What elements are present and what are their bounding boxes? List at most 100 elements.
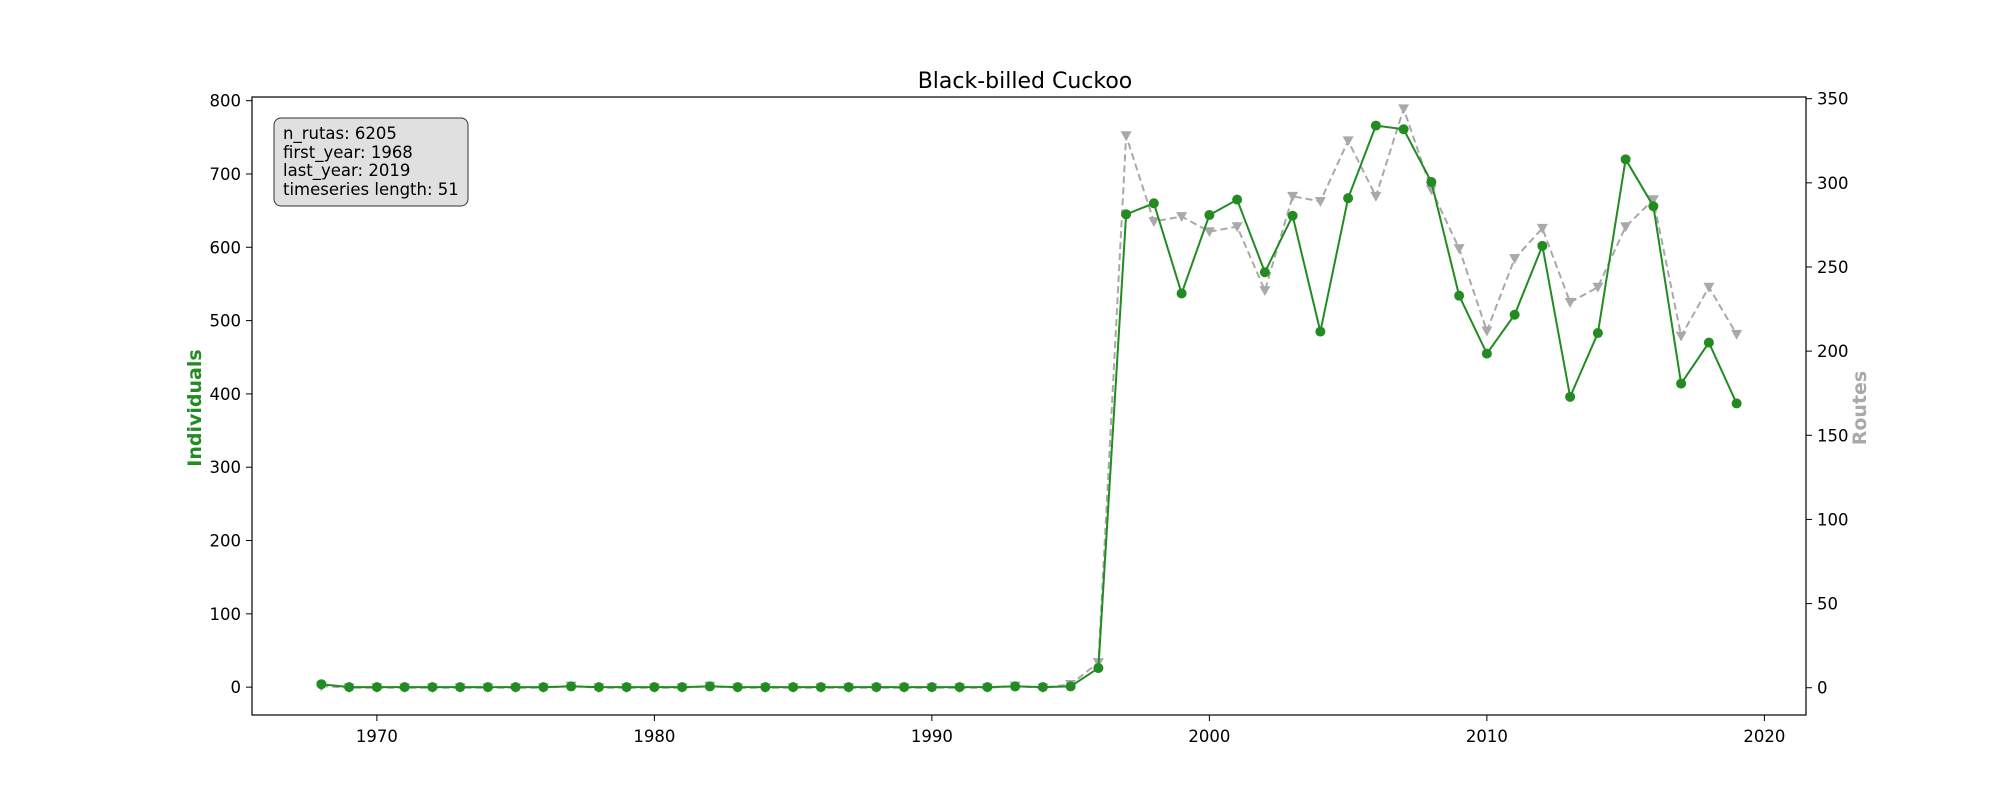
routes-marker	[1675, 331, 1687, 342]
x-tick-label: 2000	[1188, 727, 1230, 746]
y-axis-label-left: Individuals	[184, 349, 206, 466]
y-tick-label-right: 150	[1817, 426, 1849, 445]
routes-marker	[1176, 212, 1188, 222]
individuals-marker	[1093, 663, 1104, 674]
y-tick-label-right: 300	[1817, 174, 1849, 193]
individuals-marker	[1204, 210, 1215, 221]
individuals-marker	[1037, 682, 1048, 693]
individuals-marker	[399, 682, 410, 693]
plot-area	[251, 96, 1807, 716]
y-tick-label-right: 100	[1817, 510, 1849, 529]
individuals-marker	[1481, 348, 1492, 359]
y-tick-label-right: 250	[1817, 258, 1849, 277]
info-box: n_rutas: 6205 first_year: 1968 last_year…	[273, 117, 469, 207]
y-tick-label-left: 800	[210, 92, 242, 111]
individuals-marker	[1287, 210, 1298, 221]
routes-marker	[1647, 195, 1659, 206]
individuals-marker	[593, 682, 604, 693]
individuals-marker	[1370, 120, 1381, 131]
individuals-marker	[538, 682, 549, 693]
routes-series	[315, 104, 1743, 694]
individuals-marker	[732, 682, 743, 693]
routes-line	[321, 105, 1738, 689]
x-tick-label: 2020	[1743, 727, 1785, 746]
axes: 1970 1980 1990 2000 2010 20200100200300400500…	[210, 90, 1849, 746]
y-tick-label-left: 200	[210, 532, 242, 551]
individuals-marker	[1232, 194, 1243, 205]
individuals-marker	[1065, 681, 1076, 692]
y-tick-label-left: 400	[210, 385, 242, 404]
individuals-marker	[704, 681, 715, 692]
individuals-marker	[621, 682, 632, 693]
y-axis-label-right: Routes	[1849, 371, 1871, 446]
y-tick-label-right: 350	[1817, 90, 1849, 109]
routes-marker	[1398, 104, 1410, 115]
routes-marker	[1120, 131, 1132, 142]
individuals-marker	[649, 682, 660, 693]
routes-marker	[1453, 244, 1465, 254]
individuals-marker	[1731, 398, 1742, 409]
info-line-n-rutas: n_rutas: 6205	[283, 124, 397, 144]
individuals-marker	[982, 682, 993, 693]
routes-marker	[1592, 282, 1604, 293]
individuals-marker	[566, 681, 577, 692]
individuals-marker	[1315, 326, 1326, 337]
x-tick-label: 1970	[356, 727, 398, 746]
routes-marker	[1620, 222, 1632, 233]
info-box-background	[273, 117, 469, 207]
individuals-marker	[316, 679, 327, 690]
individuals-marker	[371, 682, 382, 693]
y-tick-label-left: 600	[210, 238, 242, 257]
individuals-marker	[1620, 154, 1631, 165]
x-tick-label: 2010	[1466, 727, 1508, 746]
individuals-marker	[677, 682, 688, 693]
chart-title: Black-billed Cuckoo	[918, 69, 1133, 94]
y-tick-label-left: 700	[210, 165, 242, 184]
individuals-marker	[1454, 290, 1465, 301]
routes-marker	[1425, 185, 1437, 196]
individuals-marker	[510, 682, 521, 693]
individuals-marker	[871, 682, 882, 693]
routes-marker	[1564, 297, 1576, 308]
routes-marker	[1731, 329, 1743, 340]
individuals-marker	[1509, 309, 1520, 320]
info-line-timeseries-length: timeseries length: 51	[283, 180, 459, 199]
y-tick-label-right: 200	[1817, 342, 1849, 361]
y-tick-label-left: 100	[210, 605, 242, 624]
individuals-marker	[1259, 267, 1270, 278]
individuals-marker	[843, 682, 854, 693]
individuals-marker	[899, 682, 910, 693]
y-tick-label-left: 500	[210, 312, 242, 331]
routes-marker	[1231, 222, 1243, 233]
routes-marker	[1703, 282, 1715, 293]
info-line-last-year: last_year: 2019	[283, 161, 410, 181]
individuals-marker	[455, 682, 466, 693]
individuals-marker	[344, 682, 355, 693]
routes-marker	[1287, 191, 1299, 202]
y-tick-label-right: 50	[1817, 595, 1838, 614]
individuals-series	[316, 120, 1742, 693]
individuals-marker	[1343, 193, 1354, 204]
individuals-marker	[1537, 240, 1548, 251]
routes-marker	[1259, 286, 1271, 297]
individuals-marker	[788, 682, 799, 693]
individuals-marker	[1565, 391, 1576, 402]
plot-frame	[251, 96, 1807, 716]
individuals-marker	[1176, 288, 1187, 299]
x-tick-label: 1980	[633, 727, 675, 746]
routes-marker	[1203, 227, 1215, 238]
individuals-marker	[1592, 328, 1603, 339]
routes-marker	[1148, 217, 1160, 228]
individuals-marker	[482, 682, 493, 693]
info-line-first-year: first_year: 1968	[283, 143, 413, 163]
individuals-marker	[1648, 201, 1659, 212]
individuals-marker	[815, 682, 826, 693]
individuals-line	[321, 124, 1738, 689]
y-tick-label-left: 0	[231, 678, 242, 697]
individuals-marker	[1676, 378, 1687, 389]
individuals-marker	[1703, 337, 1714, 348]
individuals-marker	[1121, 209, 1132, 220]
individuals-marker	[926, 682, 937, 693]
